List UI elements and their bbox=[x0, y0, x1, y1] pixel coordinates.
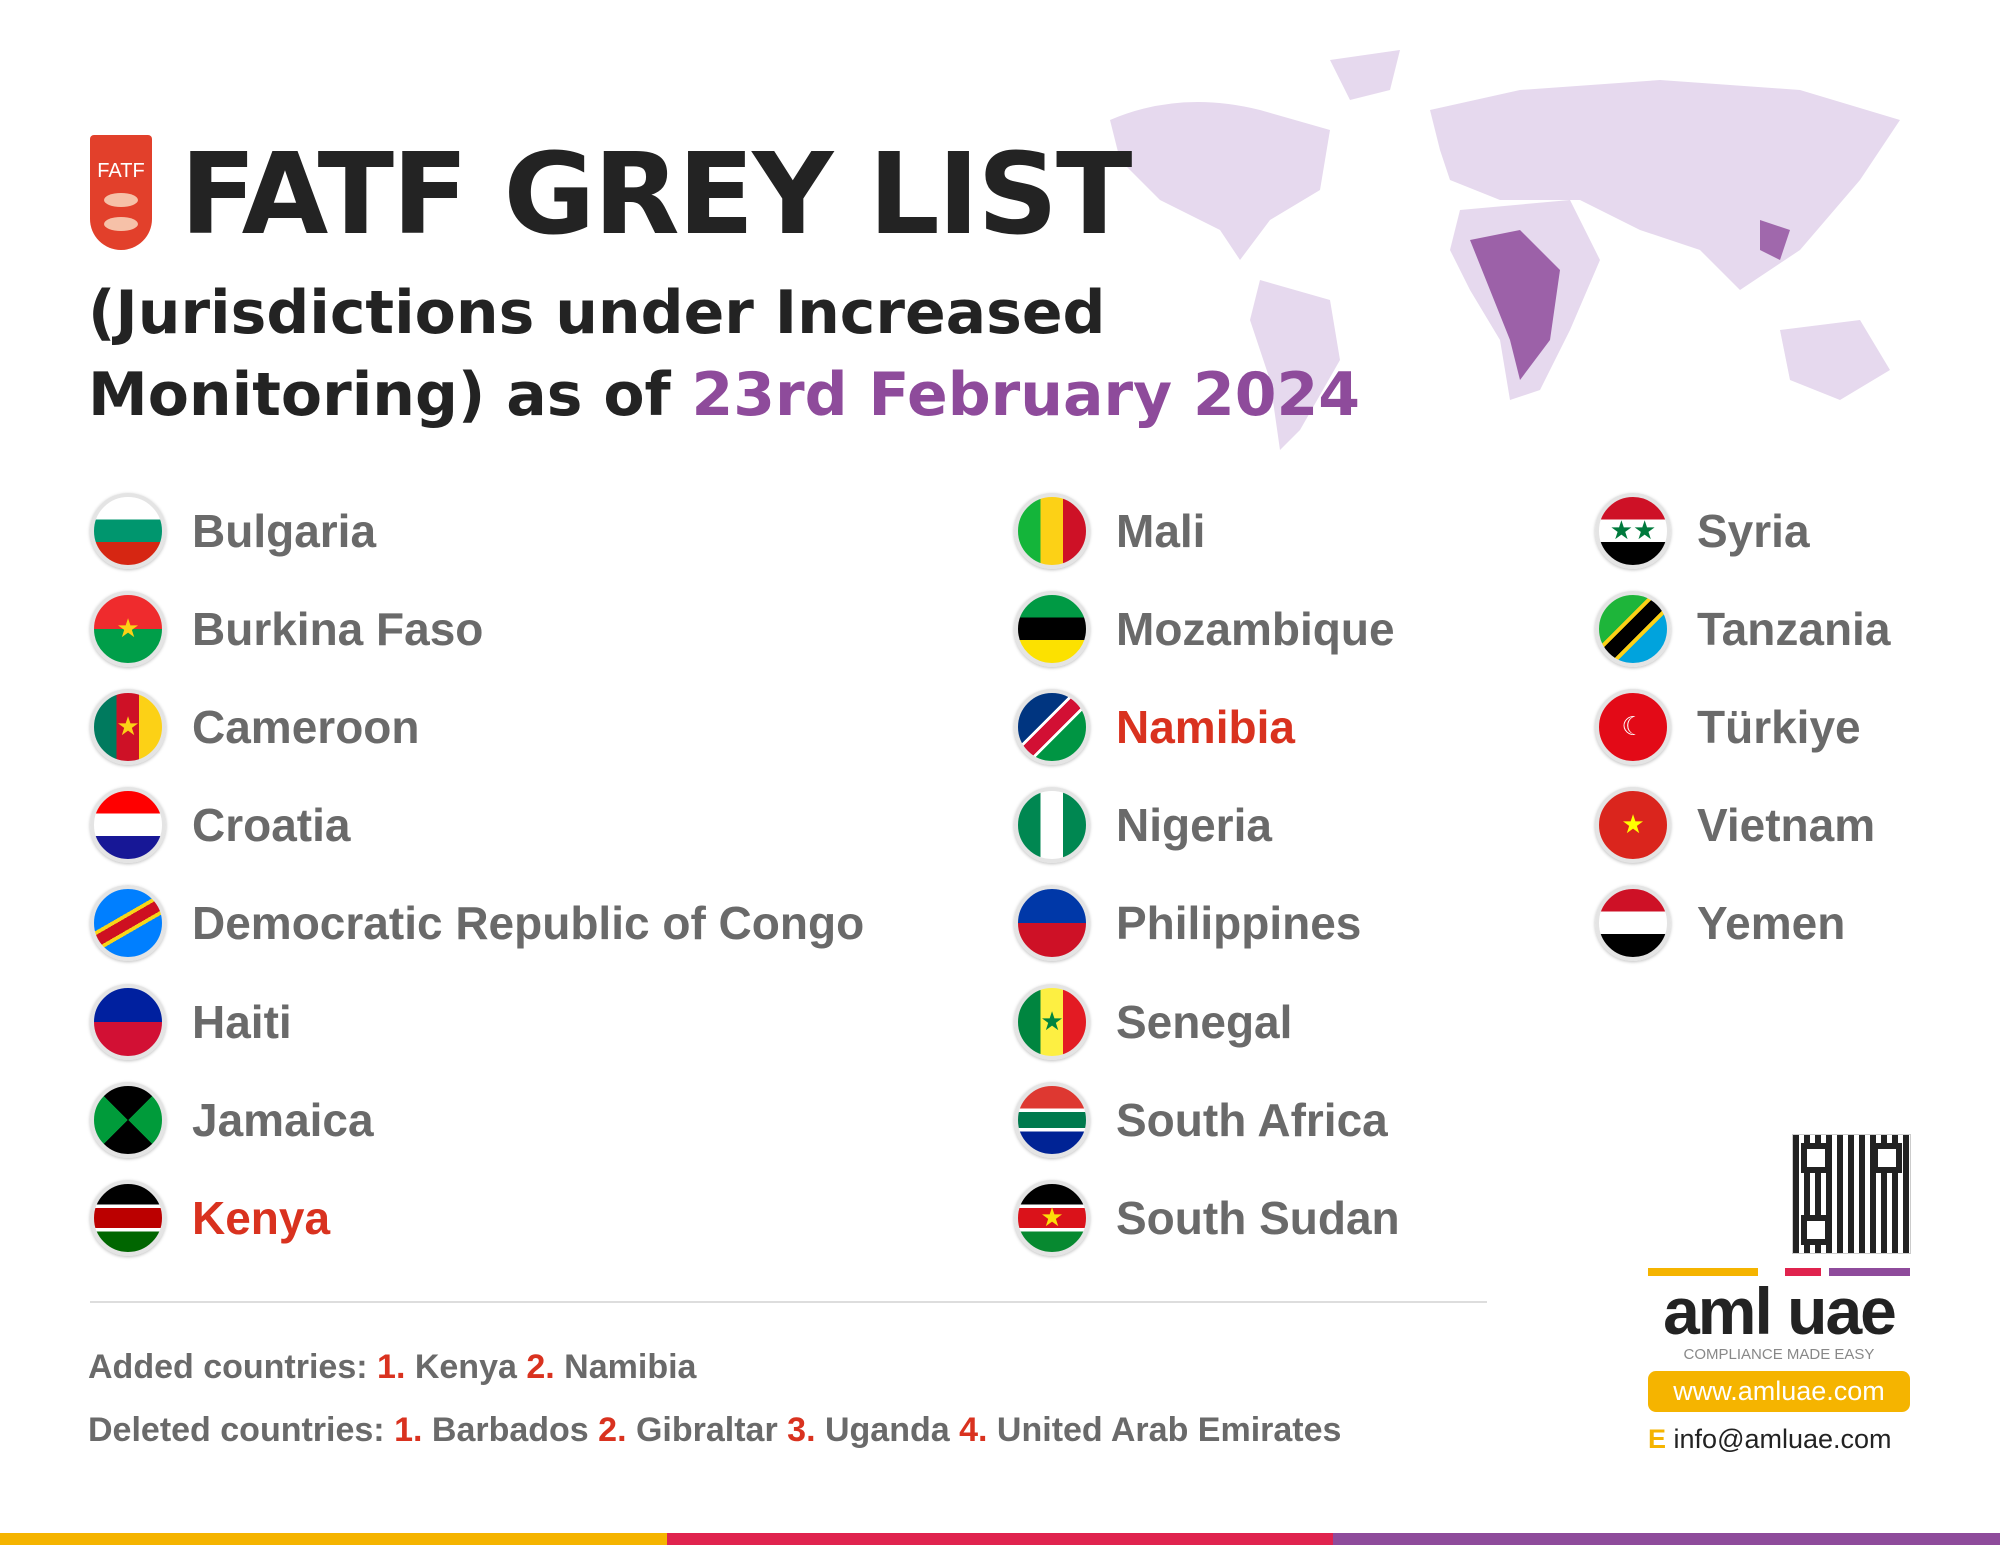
country-name: Syria bbox=[1697, 505, 1810, 557]
country-name: Türkiye bbox=[1697, 701, 1861, 753]
country-name: Mali bbox=[1116, 505, 1206, 557]
page-title: FATF GREY LIST bbox=[180, 130, 1132, 260]
country-item: Mozambique bbox=[1014, 589, 1395, 669]
country-item: ★ Cameroon bbox=[90, 687, 419, 767]
country-name: Gibraltar bbox=[635, 1411, 778, 1449]
country-item: Yemen bbox=[1595, 883, 1845, 963]
ng-flag-icon bbox=[1014, 787, 1090, 863]
cm-flag-icon: ★ bbox=[90, 689, 166, 765]
country-item: South Africa bbox=[1014, 1080, 1388, 1160]
country-name: Bulgaria bbox=[192, 505, 377, 557]
country-item: ★ Burkina Faso bbox=[90, 589, 483, 669]
country-name: Democratic Republic of Congo bbox=[192, 897, 865, 949]
divider bbox=[90, 1301, 1487, 1303]
item-number: 1. bbox=[377, 1348, 406, 1386]
tr-flag-icon: ☾ bbox=[1595, 689, 1671, 765]
item-number: 4. bbox=[959, 1411, 988, 1449]
ml-flag-icon bbox=[1014, 493, 1090, 569]
email-link[interactable]: E info@amluae.com bbox=[1648, 1424, 1892, 1454]
tz-flag-icon bbox=[1595, 591, 1671, 667]
country-item: ★ South Sudan bbox=[1014, 1178, 1400, 1258]
country-name: South Africa bbox=[1116, 1094, 1388, 1146]
mz-flag-icon bbox=[1014, 591, 1090, 667]
country-name: Jamaica bbox=[192, 1094, 374, 1146]
country-name: Vietnam bbox=[1697, 799, 1876, 851]
subtitle-line2: Monitoring) as of 23rd February 2024 bbox=[88, 360, 1361, 430]
country-item: Tanzania bbox=[1595, 589, 1890, 669]
date: 23rd February 2024 bbox=[691, 360, 1361, 430]
country-item: ★ Vietnam bbox=[1595, 785, 1875, 865]
country-name: Namibia bbox=[1116, 701, 1295, 753]
jm-flag-icon bbox=[90, 1082, 166, 1158]
country-name: Kenya bbox=[192, 1192, 331, 1244]
na-flag-icon bbox=[1014, 689, 1090, 765]
world-map bbox=[1110, 50, 1900, 450]
country-item: ★★ Syria bbox=[1595, 491, 1810, 571]
aml-uae-logo: aml uae COMPLIANCE MADE EASY bbox=[1648, 1268, 1910, 1363]
website-link[interactable]: www.amluae.com bbox=[1648, 1371, 1910, 1412]
item-number: 1. bbox=[394, 1411, 423, 1449]
country-name: Burkina Faso bbox=[192, 603, 484, 655]
cd-flag-icon bbox=[90, 885, 166, 961]
bottom-color-bar bbox=[0, 1533, 2000, 1545]
country-item: Kenya bbox=[90, 1178, 330, 1258]
ht-flag-icon bbox=[90, 984, 166, 1060]
country-name: South Sudan bbox=[1116, 1192, 1400, 1244]
country-name: Philippines bbox=[1116, 897, 1362, 949]
ss-flag-icon: ★ bbox=[1014, 1180, 1090, 1256]
country-name: Uganda bbox=[824, 1411, 950, 1449]
deleted-countries: Deleted countries: 1. Barbados 2. Gibral… bbox=[88, 1411, 1342, 1449]
subtitle-line1: (Jurisdictions under Increased bbox=[88, 278, 1106, 348]
country-name: Kenya bbox=[414, 1348, 517, 1386]
country-item: Mali bbox=[1014, 491, 1205, 571]
country-item: Democratic Republic of Congo bbox=[90, 883, 864, 963]
sn-flag-icon: ★ bbox=[1014, 984, 1090, 1060]
sy-flag-icon: ★★ bbox=[1595, 493, 1671, 569]
bf-flag-icon: ★ bbox=[90, 591, 166, 667]
country-item: Haiti bbox=[90, 982, 292, 1062]
country-item: ☾ Türkiye bbox=[1595, 687, 1861, 767]
bg-flag-icon bbox=[90, 493, 166, 569]
vn-flag-icon: ★ bbox=[1595, 787, 1671, 863]
country-name: Yemen bbox=[1697, 897, 1846, 949]
country-name: Namibia bbox=[564, 1348, 697, 1386]
item-number: 2. bbox=[526, 1348, 555, 1386]
country-name: Nigeria bbox=[1116, 799, 1272, 851]
country-item: Bulgaria bbox=[90, 491, 376, 571]
country-name: Cameroon bbox=[192, 701, 420, 753]
country-name: Barbados bbox=[431, 1411, 589, 1449]
added-countries: Added countries: 1. Kenya 2. Namibia bbox=[88, 1348, 697, 1386]
ye-flag-icon bbox=[1595, 885, 1671, 961]
hr-flag-icon bbox=[90, 787, 166, 863]
country-name: Croatia bbox=[192, 799, 351, 851]
country-item: Nigeria bbox=[1014, 785, 1272, 865]
country-name: Tanzania bbox=[1697, 603, 1891, 655]
qr-code[interactable] bbox=[1792, 1134, 1911, 1254]
country-item: Philippines bbox=[1014, 883, 1361, 963]
country-name: United Arab Emirates bbox=[996, 1411, 1342, 1449]
country-name: Senegal bbox=[1116, 996, 1293, 1048]
za-flag-icon bbox=[1014, 1082, 1090, 1158]
country-item: Namibia bbox=[1014, 687, 1295, 767]
country-item: Croatia bbox=[90, 785, 350, 865]
country-item: ★ Senegal bbox=[1014, 982, 1292, 1062]
country-name: Mozambique bbox=[1116, 603, 1395, 655]
fatf-logo: FATF bbox=[90, 135, 152, 250]
ke-flag-icon bbox=[90, 1180, 166, 1256]
country-name: Haiti bbox=[192, 996, 292, 1048]
item-number: 2. bbox=[598, 1411, 627, 1449]
item-number: 3. bbox=[787, 1411, 816, 1449]
country-item: Jamaica bbox=[90, 1080, 374, 1160]
ph-flag-icon bbox=[1014, 885, 1090, 961]
